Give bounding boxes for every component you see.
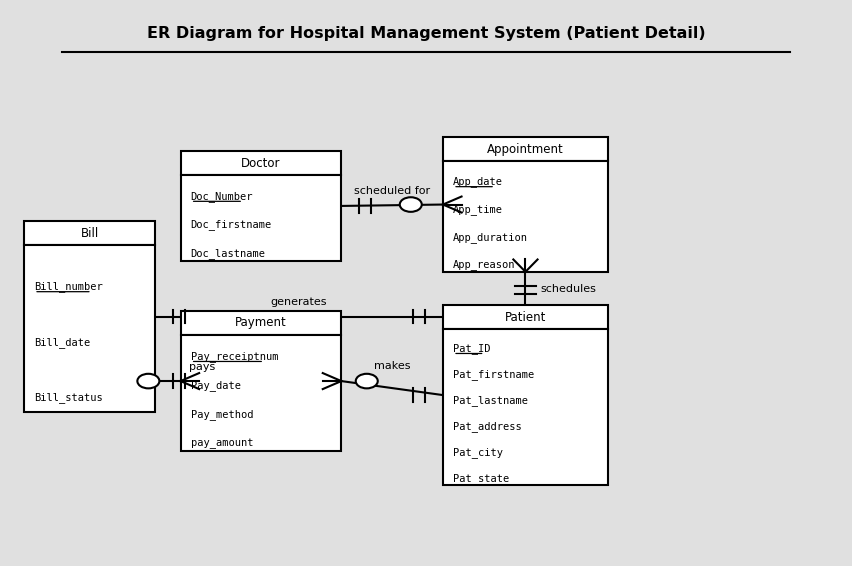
Text: Bill_status: Bill_status: [34, 393, 103, 404]
Text: Doc_lastname: Doc_lastname: [191, 248, 266, 259]
Text: pay_amount: pay_amount: [191, 439, 253, 449]
Text: Pay_receiptnum: Pay_receiptnum: [191, 351, 279, 362]
Text: App_time: App_time: [453, 204, 503, 215]
Text: App_date: App_date: [453, 176, 503, 187]
Bar: [443, 138, 608, 161]
Bar: [181, 335, 342, 451]
Text: pays: pays: [189, 362, 216, 372]
Text: Appointment: Appointment: [487, 143, 564, 156]
Text: Pat_state: Pat_state: [453, 473, 509, 484]
Text: Pat_city: Pat_city: [453, 447, 503, 458]
Bar: [181, 311, 342, 335]
Text: Patient: Patient: [504, 311, 546, 324]
Text: Bill: Bill: [80, 226, 99, 239]
Text: Pay_method: Pay_method: [191, 409, 253, 420]
Text: generates: generates: [271, 297, 327, 307]
Text: Payment: Payment: [235, 316, 287, 329]
Bar: [443, 306, 608, 329]
Text: Bill_date: Bill_date: [34, 337, 90, 348]
Circle shape: [400, 198, 422, 212]
Text: schedules: schedules: [541, 284, 596, 294]
Text: makes: makes: [374, 361, 411, 371]
Bar: [443, 161, 608, 272]
Bar: [24, 221, 155, 245]
Text: scheduled for: scheduled for: [354, 186, 430, 196]
Bar: [443, 329, 608, 484]
Text: App_duration: App_duration: [453, 231, 528, 243]
Bar: [24, 245, 155, 412]
Text: Bill_number: Bill_number: [34, 281, 103, 292]
Bar: [181, 175, 342, 260]
Text: Pat_lastname: Pat_lastname: [453, 395, 528, 406]
Text: ER Diagram for Hospital Management System (Patient Detail): ER Diagram for Hospital Management Syste…: [147, 26, 705, 41]
Text: App_reason: App_reason: [453, 259, 515, 271]
Text: Doctor: Doctor: [241, 157, 280, 170]
Text: Pat_ID: Pat_ID: [453, 343, 491, 354]
Circle shape: [356, 374, 377, 388]
Text: Doc_Number: Doc_Number: [191, 191, 253, 201]
Circle shape: [137, 374, 159, 388]
Bar: [181, 151, 342, 175]
Text: Pat_address: Pat_address: [453, 421, 521, 432]
Text: Pay_date: Pay_date: [191, 380, 240, 391]
Text: Pat_firstname: Pat_firstname: [453, 369, 534, 380]
Text: Doc_firstname: Doc_firstname: [191, 220, 272, 230]
